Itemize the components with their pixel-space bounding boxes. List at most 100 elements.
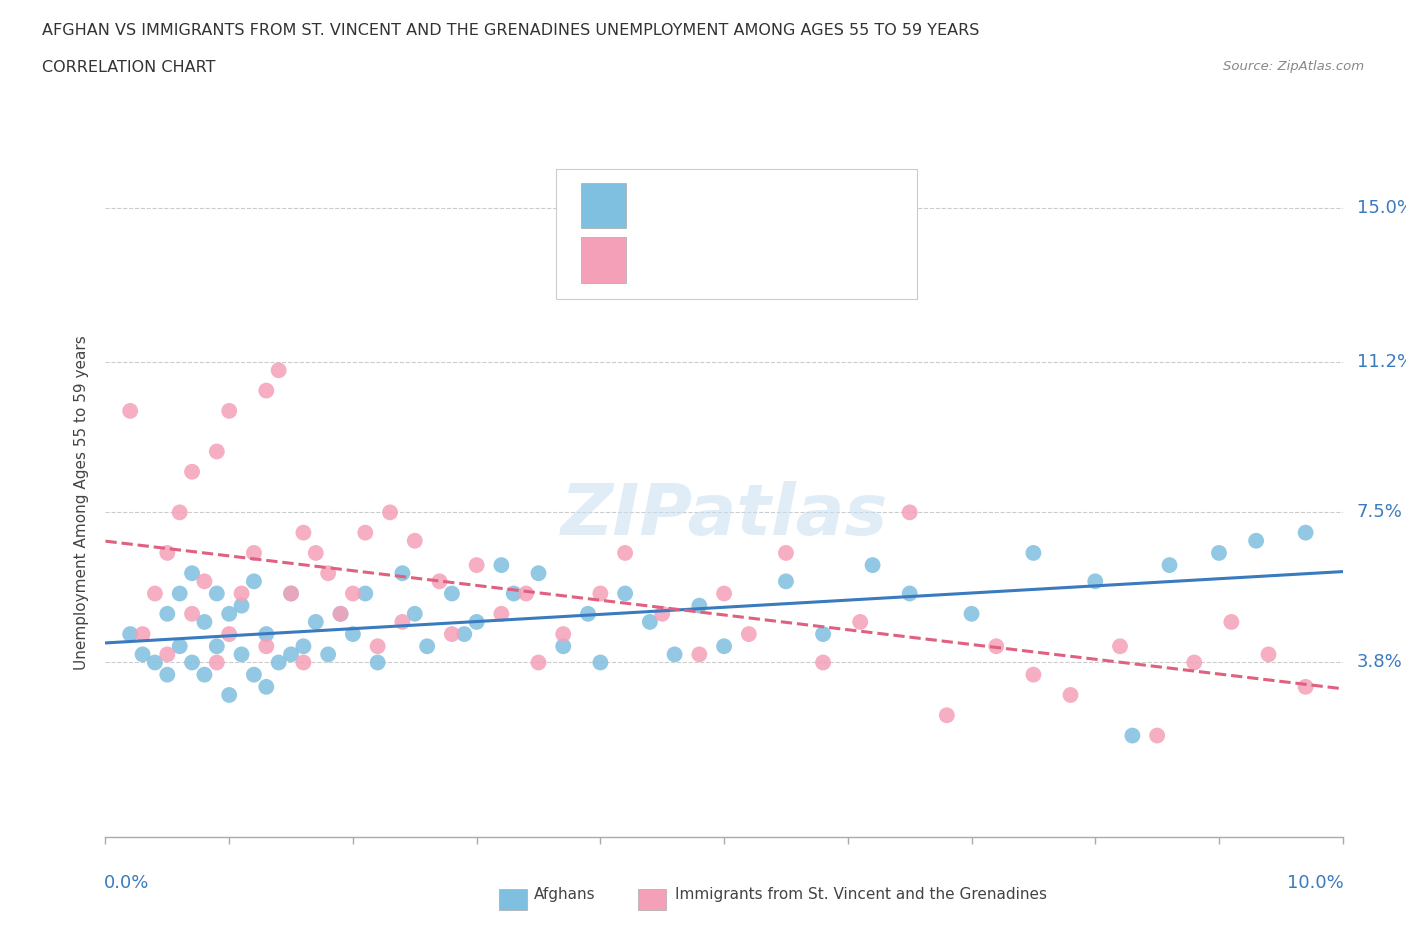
Point: [651, 606, 673, 621]
Point: [218, 627, 240, 642]
Point: [342, 627, 364, 642]
Point: [292, 525, 315, 540]
Point: [638, 615, 661, 630]
Point: [316, 565, 339, 580]
Point: [243, 574, 266, 589]
Point: [849, 615, 872, 630]
Point: [960, 606, 983, 621]
Point: [169, 586, 191, 601]
Point: [156, 546, 179, 561]
Point: [169, 505, 191, 520]
Text: 15.0%: 15.0%: [1357, 199, 1406, 217]
Text: Immigrants from St. Vincent and the Grenadines: Immigrants from St. Vincent and the Gren…: [675, 887, 1047, 902]
Text: 3.8%: 3.8%: [1357, 654, 1402, 671]
Point: [1146, 728, 1168, 743]
Text: Source: ZipAtlas.com: Source: ZipAtlas.com: [1223, 60, 1364, 73]
Text: 0.0%: 0.0%: [104, 874, 149, 892]
Point: [267, 363, 290, 378]
Text: R = 0.108   N = 57: R = 0.108 N = 57: [640, 251, 810, 269]
Point: [465, 615, 488, 630]
Point: [1084, 574, 1107, 589]
Point: [181, 655, 204, 670]
Point: [527, 565, 550, 580]
Point: [391, 565, 413, 580]
Point: [713, 586, 735, 601]
Point: [120, 627, 142, 642]
Point: [440, 627, 463, 642]
Point: [1121, 728, 1143, 743]
Point: [367, 639, 389, 654]
Point: [193, 667, 215, 682]
Point: [576, 606, 599, 621]
Point: [143, 586, 166, 601]
Point: [280, 647, 302, 662]
Point: [429, 574, 451, 589]
Point: [231, 647, 253, 662]
Point: [254, 627, 277, 642]
Point: [502, 586, 524, 601]
Point: [131, 627, 153, 642]
Point: [131, 647, 153, 662]
Point: [775, 546, 797, 561]
Text: AFGHAN VS IMMIGRANTS FROM ST. VINCENT AND THE GRENADINES UNEMPLOYMENT AMONG AGES: AFGHAN VS IMMIGRANTS FROM ST. VINCENT AN…: [42, 23, 980, 38]
Point: [254, 383, 277, 398]
Point: [243, 667, 266, 682]
Point: [811, 655, 834, 670]
Text: ZIPatlas: ZIPatlas: [561, 481, 887, 550]
Point: [1109, 639, 1132, 654]
Text: 7.5%: 7.5%: [1357, 503, 1403, 522]
Point: [935, 708, 957, 723]
Point: [453, 627, 475, 642]
Point: [614, 546, 637, 561]
Point: [316, 647, 339, 662]
Point: [465, 558, 488, 573]
Point: [205, 444, 228, 458]
Text: Afghans: Afghans: [534, 887, 596, 902]
Point: [491, 558, 513, 573]
Point: [811, 627, 834, 642]
Point: [305, 615, 328, 630]
Point: [181, 606, 204, 621]
Point: [205, 655, 228, 670]
Point: [267, 655, 290, 670]
Point: [738, 627, 761, 642]
Point: [292, 655, 315, 670]
Text: CORRELATION CHART: CORRELATION CHART: [42, 60, 215, 75]
Point: [589, 655, 612, 670]
Point: [404, 606, 426, 621]
Point: [553, 639, 575, 654]
Y-axis label: Unemployment Among Ages 55 to 59 years: Unemployment Among Ages 55 to 59 years: [75, 335, 90, 670]
Point: [898, 505, 921, 520]
Point: [218, 687, 240, 702]
Point: [280, 586, 302, 601]
Point: [391, 615, 413, 630]
Point: [440, 586, 463, 601]
Point: [354, 525, 377, 540]
Point: [1295, 525, 1317, 540]
Point: [143, 655, 166, 670]
Point: [688, 647, 710, 662]
Point: [243, 546, 266, 561]
Point: [305, 546, 328, 561]
Point: [713, 639, 735, 654]
Point: [329, 606, 352, 621]
Point: [614, 586, 637, 601]
Point: [354, 586, 377, 601]
Point: [404, 533, 426, 548]
Point: [292, 639, 315, 654]
Point: [1244, 533, 1267, 548]
Point: [193, 574, 215, 589]
Point: [515, 586, 537, 601]
Point: [491, 606, 513, 621]
Point: [342, 586, 364, 601]
Point: [218, 606, 240, 621]
Point: [193, 615, 215, 630]
Point: [231, 598, 253, 613]
Point: [1295, 680, 1317, 695]
Point: [416, 639, 439, 654]
Point: [231, 586, 253, 601]
Point: [527, 655, 550, 670]
Point: [378, 505, 401, 520]
Text: R = 0.179   N = 60: R = 0.179 N = 60: [640, 196, 810, 215]
Point: [1182, 655, 1205, 670]
